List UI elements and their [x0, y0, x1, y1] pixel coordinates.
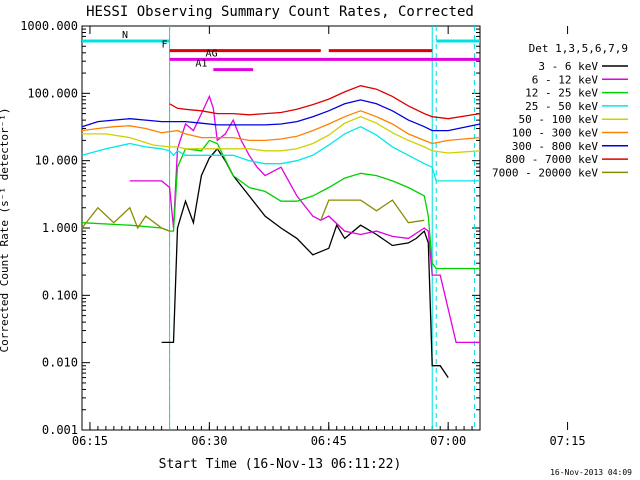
series-line [81, 110, 481, 145]
legend-entry-label: 12 - 25 keV [525, 87, 598, 100]
x-axis-label: Start Time (16-Nov-13 06:11:22) [159, 457, 402, 472]
series-line [81, 99, 481, 132]
flag-label: A1 [195, 59, 207, 70]
x-tick-label: 07:00 [430, 434, 466, 448]
series-line [161, 147, 449, 378]
x-tick-label: 06:30 [191, 434, 227, 448]
y-tick-label: 1000.000 [20, 19, 78, 33]
y-tick-label: 0.100 [42, 288, 78, 302]
flag-label: AG [206, 48, 218, 59]
x-tick-label: 06:45 [311, 434, 347, 448]
flag-label: F [162, 40, 168, 51]
legend-entry-label: 6 - 12 keV [532, 73, 599, 86]
legend-entry-label: 25 - 50 keV [525, 100, 598, 113]
legend-entry-label: 300 - 800 keV [512, 140, 598, 153]
flag-label: N [122, 30, 128, 41]
series-line [82, 115, 481, 154]
legend-title: Det 1,3,5,6,7,9 [529, 42, 628, 55]
x-tick-label: 07:15 [549, 434, 585, 448]
y-tick-label: 0.001 [42, 423, 78, 437]
y-tick-label: 1.000 [42, 221, 78, 235]
y-tick-label: 0.010 [42, 356, 78, 370]
legend-entry-label: 100 - 300 keV [512, 127, 598, 140]
series-line [129, 94, 480, 344]
series-line [81, 199, 425, 232]
y-tick-label: 100.000 [27, 86, 78, 100]
series-line [169, 85, 481, 120]
chart-title: HESSI Observing Summary Count Rates, Cor… [86, 4, 474, 20]
series-line [81, 139, 480, 270]
y-axis-label: Corrected Count Rate (s⁻¹ detector⁻¹) [0, 107, 11, 352]
x-tick-label: 06:15 [72, 434, 108, 448]
series-line [81, 125, 480, 182]
footer-timestamp: 16-Nov-2013 04:09 [550, 468, 632, 477]
legend-entry-label: 7000 - 20000 keV [492, 166, 598, 179]
legend-entry-label: 50 - 100 keV [519, 113, 599, 126]
legend-entry-label: 800 - 7000 keV [505, 153, 598, 166]
legend-entry-label: 3 - 6 keV [538, 60, 598, 73]
y-tick-label: 10.000 [35, 154, 78, 168]
